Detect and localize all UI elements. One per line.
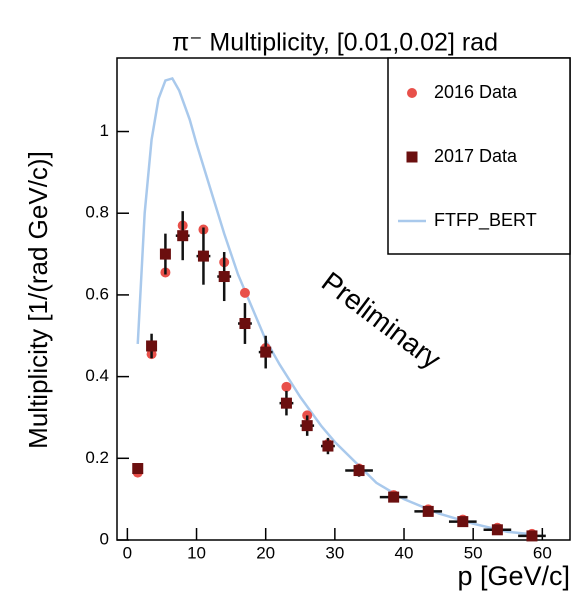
data-point (159, 248, 171, 260)
data-point (132, 463, 144, 475)
x-tick-label: 50 (464, 543, 483, 562)
data-point (491, 524, 503, 536)
y-tick-label: 0.2 (85, 448, 109, 467)
data-point (422, 505, 434, 517)
data-point (197, 250, 209, 262)
model-line (136, 76, 529, 536)
data-point (457, 516, 469, 528)
x-tick-label: 60 (533, 543, 552, 562)
y-axis-label: Multiplicity [1/(rad GeV/c)] (23, 151, 53, 449)
data-point (146, 340, 158, 352)
y-tick-label: 0.8 (85, 203, 109, 222)
annotation: Preliminary (316, 266, 446, 375)
x-tick-label: 30 (325, 543, 344, 562)
legend-label: 2017 Data (434, 146, 518, 166)
plot-frame (116, 57, 571, 541)
data-point (353, 465, 365, 477)
y-tick-label: 1 (100, 121, 109, 140)
data-point (322, 440, 334, 452)
y-tick-label: 0.6 (85, 284, 109, 303)
legend-label: 2016 Data (434, 82, 518, 102)
data-point (388, 491, 400, 503)
y-tick-label: 0.4 (85, 366, 109, 385)
data-point (239, 318, 251, 330)
data-point (239, 287, 250, 298)
y-tick-label: 0 (100, 529, 109, 548)
x-tick-label: 0 (123, 543, 132, 562)
data-point (177, 230, 189, 242)
x-tick-label: 10 (187, 543, 206, 562)
data-point (218, 271, 230, 283)
data-point (260, 346, 272, 358)
x-axis-label: p [GeV/c] (457, 561, 570, 591)
data-point (281, 381, 292, 392)
x-tick-label: 40 (395, 543, 414, 562)
x-tick-label: 20 (256, 543, 275, 562)
data-point (526, 530, 538, 542)
legend-label: FTFP_BERT (434, 210, 537, 231)
data-point (280, 397, 292, 409)
data-point (301, 420, 313, 432)
data-point (406, 151, 418, 163)
chart-title: π⁻ Multiplicity, [0.01,0.02] rad (172, 29, 498, 57)
data-point (407, 88, 417, 98)
